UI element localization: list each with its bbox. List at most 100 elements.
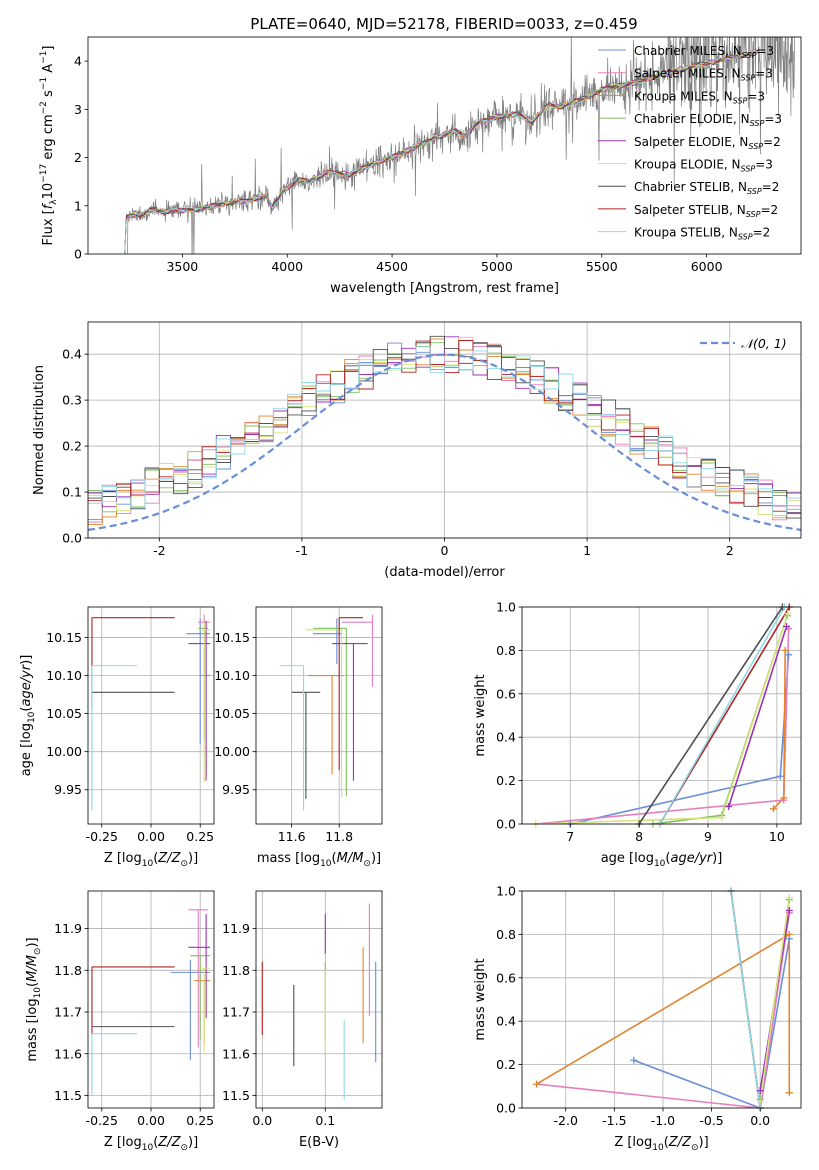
label-part: f <box>41 202 56 209</box>
label-part: SSP <box>741 165 756 174</box>
label-part: SSP <box>741 74 756 83</box>
x-tick-label: 0 <box>441 543 449 558</box>
label-part: =3 <box>756 44 774 58</box>
weight-marker <box>783 623 791 631</box>
y-tick-label: 11.5 <box>54 1088 82 1103</box>
y-tick-label: 1 <box>74 198 82 213</box>
x-tick-label: 1 <box>583 543 591 558</box>
x-tick-label: -1 <box>296 543 308 558</box>
weight-marker <box>630 1056 638 1064</box>
model-line <box>124 52 759 254</box>
weight-marker <box>533 1080 541 1088</box>
x-tick-label: 7 <box>566 829 574 844</box>
label-part: M/M <box>25 955 40 982</box>
label-part: =3 <box>755 158 773 172</box>
label-part: ( <box>25 982 40 987</box>
label-part: Z [log <box>614 1135 652 1150</box>
weight-marker <box>785 651 793 659</box>
label-part: ( <box>153 1135 158 1150</box>
label-part: Salpeter MILES, N <box>634 67 741 81</box>
y-tick-label: 3 <box>74 102 82 117</box>
y-tick-label: 0.0 <box>496 817 516 832</box>
x-tick-label: 5000 <box>481 259 513 274</box>
x-tick-label: 6000 <box>691 259 723 274</box>
y-tick-label: 1.0 <box>496 600 516 615</box>
label-part: )] <box>19 655 34 665</box>
weight-line <box>535 613 789 824</box>
weight-marker <box>784 610 792 618</box>
y-tick-label: 0.2 <box>496 773 516 788</box>
y-tick-label: 11.5 <box>222 1088 250 1103</box>
label-part: 10 <box>142 1143 154 1153</box>
x-tick-label: 11.6 <box>278 829 306 844</box>
y-axis-label: mass [log10(M/M⊙)] <box>25 937 43 1061</box>
label-part: Kroupa STELIB, N <box>634 226 738 240</box>
y-axis-label: mass weight <box>473 958 488 1040</box>
weight-line <box>759 897 791 1102</box>
label-part: ⊙ <box>363 859 371 869</box>
model-line <box>124 49 759 254</box>
axes-frame <box>521 606 802 825</box>
label-part: −1 <box>39 77 49 90</box>
x-tick-label: 0.0 <box>252 1113 272 1128</box>
weight-marker <box>781 646 789 654</box>
label-part: ⊙ <box>180 859 188 869</box>
label-part: =2 <box>753 226 771 240</box>
y-tick-label: 0.3 <box>62 393 82 408</box>
x-tick-label: -2.0 <box>554 1113 578 1128</box>
label-part: )] <box>25 937 40 947</box>
y-tick-label: 0.2 <box>496 1057 516 1072</box>
label-part: Kroupa MILES, N <box>634 89 733 103</box>
label-part: Chabrier MILES, N <box>634 44 742 58</box>
label-part: ( <box>153 851 158 866</box>
label-part: age [log <box>601 851 654 866</box>
y-tick-label: 11.7 <box>54 1005 82 1020</box>
label-part: Salpeter STELIB, N <box>634 203 746 217</box>
y-tick-label: 0.4 <box>62 347 82 362</box>
label-part: λ <box>49 199 59 205</box>
label-part: )] <box>712 851 722 866</box>
plot-area <box>124 37 795 254</box>
y-axis-label: Flux [fλ10−17 erg cm−2 s−1 A−1] <box>39 46 59 246</box>
legend-label: Chabrier MILES, NSSP=3 <box>634 44 774 60</box>
plot-area <box>88 335 801 531</box>
label-part: Z [log <box>104 1135 142 1150</box>
x-tick-label: -2 <box>153 543 165 558</box>
label-part: 10 <box>33 987 43 999</box>
label-part: 10 <box>654 859 666 869</box>
weight-line <box>570 654 790 824</box>
x-tick-label: 4500 <box>376 259 408 274</box>
label-part: ⊙ <box>33 948 43 956</box>
x-tick-label: 10 <box>769 829 785 844</box>
weight-marker <box>769 805 777 813</box>
label-part: Salpeter ELODIE, N <box>634 135 748 149</box>
label-part: age/yr <box>19 663 34 706</box>
y-tick-label: 10.05 <box>46 706 82 721</box>
label-part: =3 <box>764 112 782 126</box>
x-tick-label: 4000 <box>271 259 303 274</box>
plot-area <box>535 607 790 824</box>
label-part: 10 <box>652 1143 664 1153</box>
label-part: M/M <box>337 851 364 866</box>
label-part: =2 <box>763 135 781 149</box>
x-axis-label: mass [log10(M/M⊙)] <box>257 851 381 869</box>
y-tick-label: 0.6 <box>496 970 516 985</box>
y-tick-label: 10.00 <box>46 744 82 759</box>
label-part: Z [log <box>104 851 142 866</box>
legend-label: Chabrier STELIB, NSSP=2 <box>634 180 779 196</box>
label-part: mass [log <box>25 998 40 1061</box>
y-tick-label: 0.4 <box>496 1014 516 1029</box>
label-part: ( <box>19 707 34 712</box>
plot-area <box>279 614 374 811</box>
x-axis-label: Z [log10(Z/Z⊙)] <box>614 1135 708 1153</box>
model-line <box>124 49 760 254</box>
x-tick-label: 0.00 <box>137 1113 165 1128</box>
label-part: SSP <box>747 187 762 196</box>
y-tick-label: 0.4 <box>496 730 516 745</box>
plot-area <box>91 614 211 811</box>
weight-marker <box>785 894 793 902</box>
plot-area <box>536 891 791 1108</box>
